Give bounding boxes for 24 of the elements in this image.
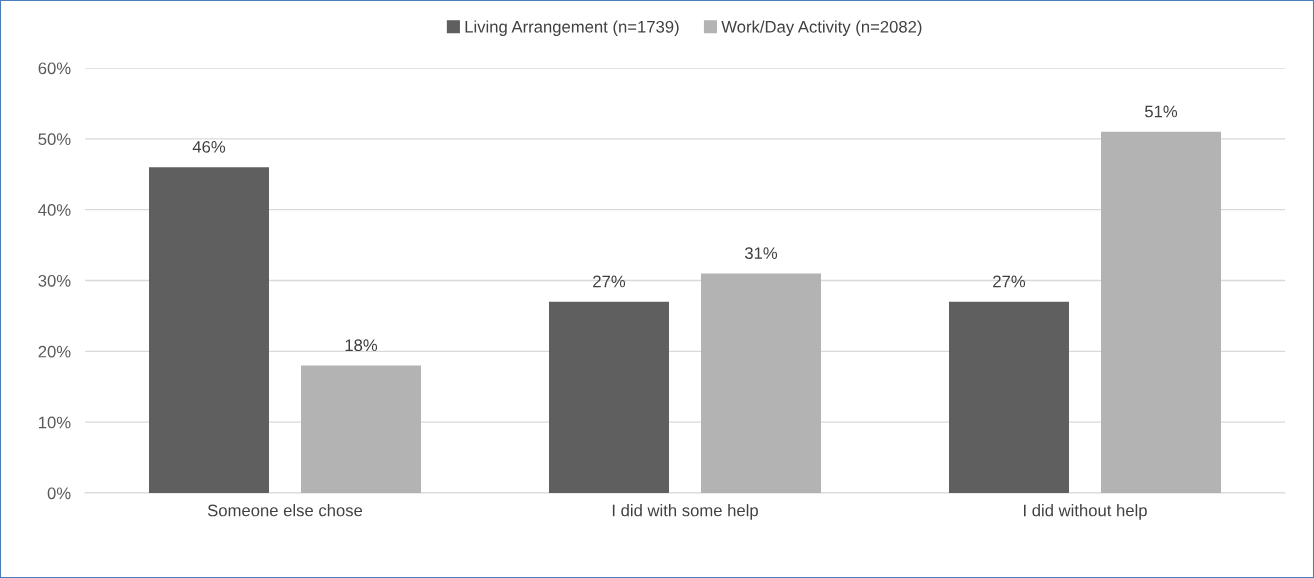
bar	[1101, 131, 1221, 493]
bar	[701, 273, 821, 493]
data-label: 51%	[1144, 105, 1178, 118]
data-label: 31%	[744, 247, 778, 260]
legend-label: Work/Day Activity (n=2082)	[721, 20, 922, 36]
bar	[301, 365, 421, 493]
data-label: 27%	[993, 275, 1026, 288]
x-tick-label: I did with some help	[612, 504, 758, 520]
y-tick-label: 40%	[38, 204, 71, 216]
bar	[149, 167, 269, 493]
y-tick-label: 10%	[39, 416, 71, 429]
x-tick-label: I did without help	[1024, 504, 1147, 520]
bar	[549, 301, 669, 493]
bar	[949, 301, 1069, 493]
legend-label: Living Arrangement (n=1739)	[465, 20, 679, 36]
y-tick-label: 0%	[47, 487, 71, 500]
x-tick-label: Someone else chose	[207, 504, 363, 517]
data-label: 27%	[593, 275, 626, 288]
y-tick-label: 20%	[38, 345, 71, 358]
y-tick-label: 60%	[38, 62, 71, 75]
data-label: 46%	[192, 140, 226, 153]
y-tick-label: 50%	[38, 133, 71, 146]
data-label: 18%	[345, 339, 378, 352]
y-tick-label: 30%	[38, 274, 71, 287]
